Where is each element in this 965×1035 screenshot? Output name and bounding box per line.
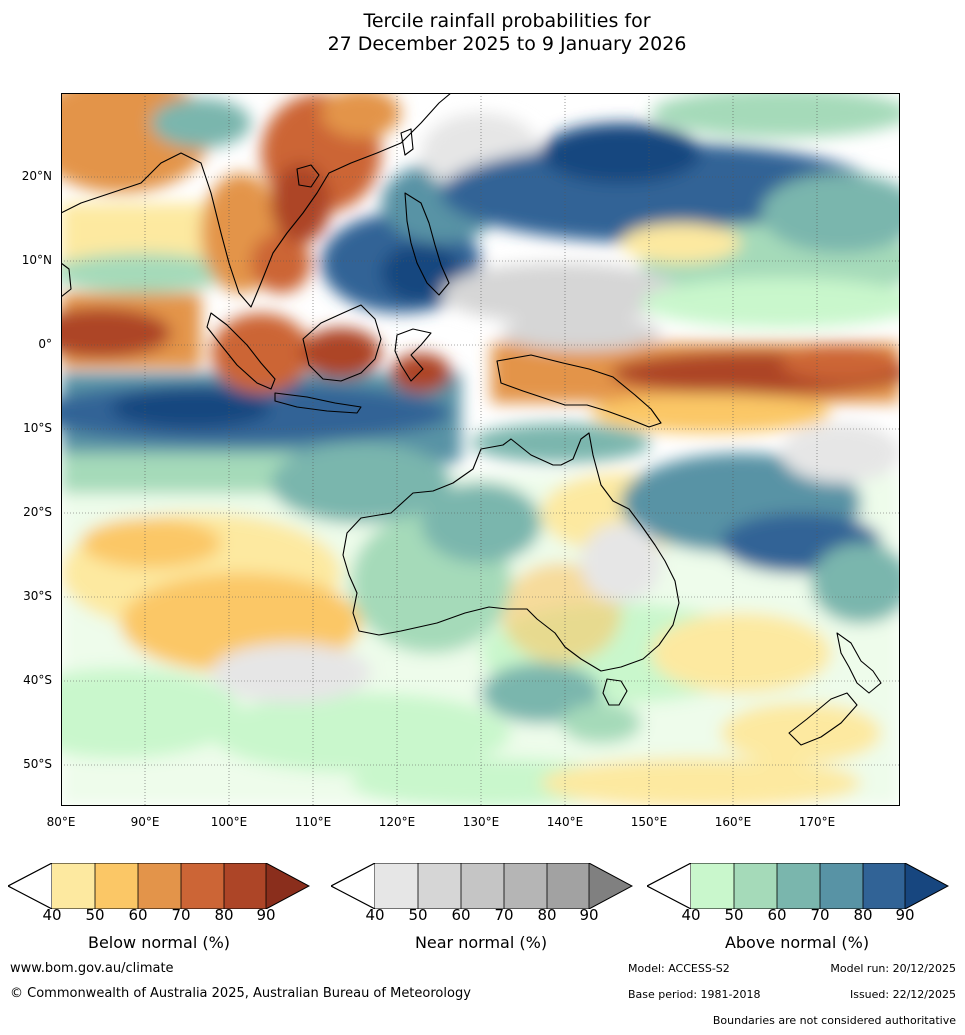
near-tick-50: 50 — [408, 906, 428, 924]
near-80-90-swatch — [547, 863, 589, 909]
above-50-60-swatch — [734, 863, 777, 909]
philippines-coastline — [404, 192, 450, 296]
title-line-2: 27 December 2025 to 9 January 2026 — [327, 33, 687, 55]
below-tick-50: 50 — [85, 906, 105, 924]
australia-coastline — [342, 432, 680, 672]
below-90-plus-swatch — [266, 863, 309, 909]
lat-label-10s: 10°S — [23, 421, 52, 435]
near-tick-90: 90 — [579, 906, 599, 924]
below-tick-70: 70 — [171, 906, 191, 924]
taiwan-coastline — [400, 128, 414, 156]
near-90-plus-swatch — [589, 863, 632, 909]
map-canvas — [61, 93, 900, 806]
new-guinea-coastline — [496, 354, 662, 428]
lon-label-130e: 130°E — [462, 815, 500, 829]
above-90-plus-swatch — [905, 863, 948, 909]
lat-label-20s: 20°S — [23, 505, 52, 519]
rainfall-probability-map — [61, 93, 900, 806]
lat-label-20n: 20°N — [21, 169, 52, 183]
coastlines — [61, 93, 882, 746]
lon-label-80e: 80°E — [46, 815, 76, 829]
base-period-text: Base period: 1981-2018 — [628, 988, 761, 1001]
near-70-80-swatch — [504, 863, 547, 909]
asia-coastline — [61, 93, 452, 308]
lon-label-160e: 160°E — [714, 815, 752, 829]
probability-field — [61, 93, 900, 806]
borneo-coastline — [302, 304, 382, 382]
model-text: Model: ACCESS-S2 — [628, 962, 730, 975]
above-40-50-swatch — [691, 863, 734, 909]
lon-label-150e: 150°E — [630, 815, 668, 829]
model-run-text: Model run: 20/12/2025 — [830, 962, 956, 975]
near-normal-colorbar — [329, 862, 634, 913]
below-70-80-swatch — [181, 863, 224, 909]
hainan-coastline — [296, 164, 320, 188]
above-tick-60: 60 — [767, 906, 787, 924]
lat-label-50s: 50°S — [23, 757, 52, 771]
below-80-90-swatch — [224, 863, 266, 909]
below-tick-60: 60 — [128, 906, 148, 924]
sri-lanka-coastline — [61, 262, 72, 298]
near-tick-60: 60 — [451, 906, 471, 924]
below-normal-title: Below normal (%) — [87, 933, 231, 952]
map-title: Tercile rainfall probabilities for 27 De… — [0, 10, 965, 56]
above-tick-90: 90 — [895, 906, 915, 924]
below-tick-90: 90 — [256, 906, 276, 924]
below-50-60-swatch — [95, 863, 138, 909]
above-normal-colorbar — [645, 862, 950, 913]
lat-label-0: 0° — [38, 337, 52, 351]
lon-label-90e: 90°E — [130, 815, 160, 829]
below-60-70-swatch — [138, 863, 181, 909]
above-tick-70: 70 — [810, 906, 830, 924]
above-80-90-swatch — [863, 863, 905, 909]
above-tick-40: 40 — [681, 906, 701, 924]
near-60-70-swatch — [461, 863, 504, 909]
map-frame — [61, 93, 900, 806]
near-normal-title: Near normal (%) — [414, 933, 548, 952]
near-tick-70: 70 — [494, 906, 514, 924]
lat-label-10n: 10°N — [21, 253, 52, 267]
sumatra-coastline — [206, 312, 276, 390]
tasmania-coastline — [602, 678, 628, 706]
issued-text: Issued: 22/12/2025 — [849, 988, 956, 1001]
near-40-50-swatch — [375, 863, 418, 909]
below-40-50-swatch — [52, 863, 95, 909]
lat-label-40s: 40°S — [23, 673, 52, 687]
new-zealand-coastline — [788, 632, 882, 746]
below-normal-colorbar — [6, 862, 311, 913]
below-tick-40: 40 — [42, 906, 62, 924]
near-tick-80: 80 — [537, 906, 557, 924]
lon-label-120e: 120°E — [378, 815, 416, 829]
lon-label-170e: 170°E — [798, 815, 836, 829]
copyright-text: © Commonwealth of Australia 2025, Austra… — [10, 986, 471, 1001]
java-coastline — [274, 392, 362, 414]
above-60-70-swatch — [777, 863, 820, 909]
above-normal-title: Above normal (%) — [724, 933, 870, 952]
near-50-60-swatch — [418, 863, 461, 909]
lon-label-100e: 100°E — [210, 815, 248, 829]
sulawesi-coastline — [394, 328, 432, 382]
graticule — [61, 93, 900, 806]
lon-label-110e: 110°E — [294, 815, 332, 829]
title-line-1: Tercile rainfall probabilities for — [363, 10, 651, 32]
near-tick-40: 40 — [365, 906, 385, 924]
disclaimer-text: Boundaries are not considered authoritat… — [712, 1014, 956, 1027]
above-tick-50: 50 — [724, 906, 744, 924]
lon-label-140e: 140°E — [546, 815, 584, 829]
above-tick-80: 80 — [853, 906, 873, 924]
lat-label-30s: 30°S — [23, 589, 52, 603]
website-link[interactable]: www.bom.gov.au/climate — [10, 961, 174, 976]
above-70-80-swatch — [820, 863, 863, 909]
below-tick-80: 80 — [214, 906, 234, 924]
